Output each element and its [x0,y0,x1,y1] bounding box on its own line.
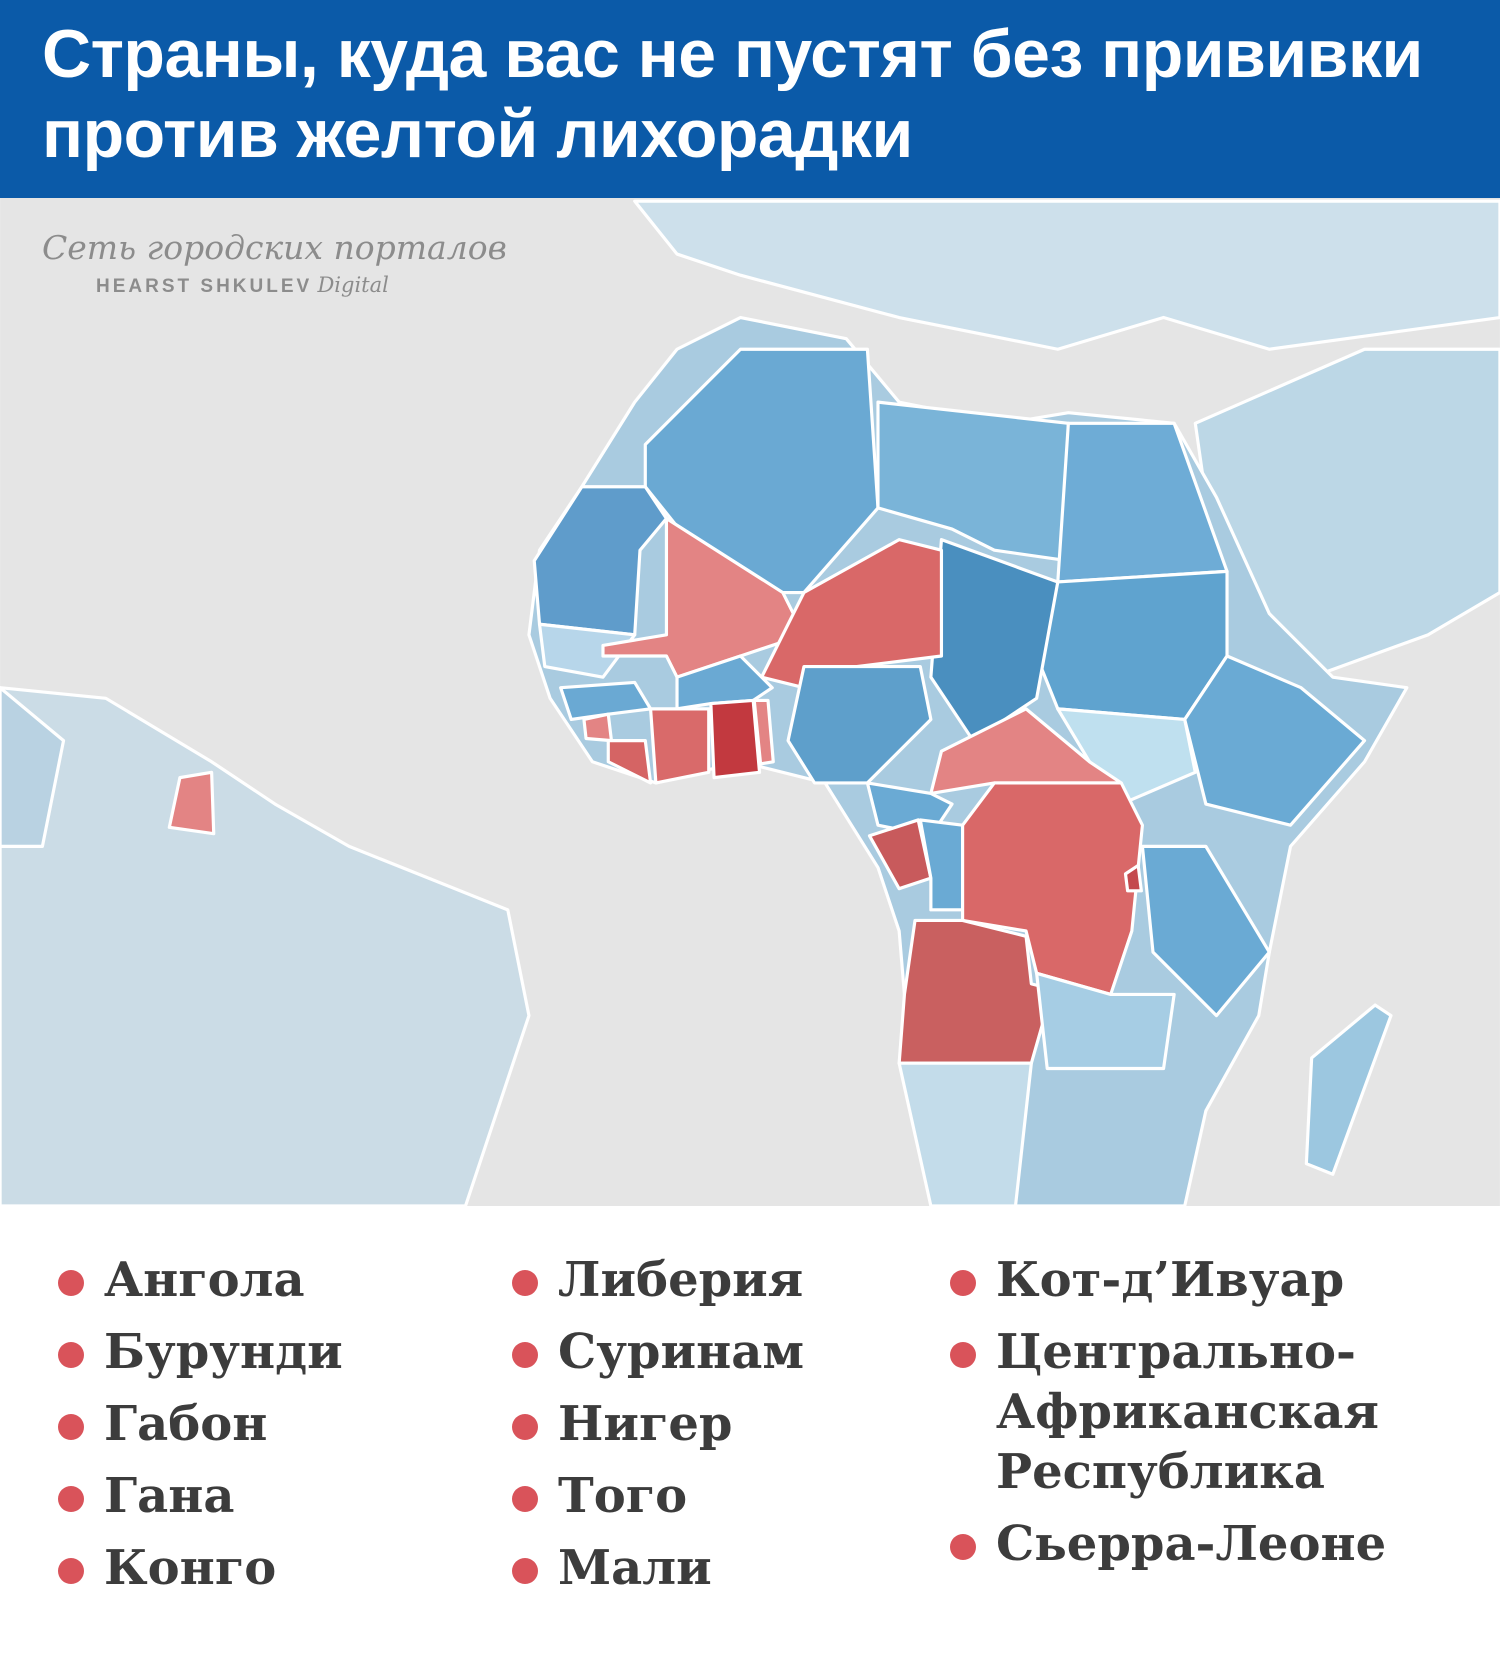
country-liberia [606,739,653,785]
country-suriname [167,770,216,836]
map [0,198,1500,1206]
bullet [58,1558,84,1584]
country-name: Либерия [558,1252,804,1308]
madagascar [1304,1003,1393,1176]
bullet [950,1534,976,1560]
bullet [512,1486,538,1512]
bullet [58,1486,84,1512]
south-america [0,686,531,1206]
list-item: Кот-д’Ивуар [950,1250,1496,1310]
country-name: Центрально-Африканская Республика [996,1324,1379,1500]
bullet [950,1270,976,1296]
country [559,680,653,722]
watermark-brand-line: HEARST SHKULEV Digital [96,273,507,298]
country-cote-divoire [648,707,711,785]
country-togo [752,698,775,766]
country-name: Нигер [558,1396,733,1452]
country-name: Гана [104,1468,235,1524]
list-item: Ангола [58,1250,504,1310]
watermark-brand: HEARST SHKULEV [96,276,313,297]
bullet [512,1270,538,1296]
country-list: Ангола Бурунди Габон Гана Конго Либерия Сурина… [0,1250,1500,1650]
country [1183,654,1367,827]
bullet [950,1342,976,1368]
country [1140,844,1271,1018]
country-name: Суринам [558,1324,805,1380]
list-item: Конго [58,1538,504,1598]
watermark-line: Сеть городских порталов [42,228,507,267]
list-column: Кот-д’Ивуар Центрально-Африканская Респуб… [950,1250,1496,1586]
bullet [58,1270,84,1296]
bullet [58,1342,84,1368]
list-item: Суринам [512,1322,958,1382]
country [0,686,66,848]
country [1056,707,1197,806]
list-item: Мали [512,1538,958,1598]
country [643,347,880,595]
bullet [512,1558,538,1584]
country [897,1061,1033,1206]
country-name: Кот-д’Ивуар [996,1252,1345,1308]
bullet [58,1414,84,1440]
list-item: Того [512,1466,958,1526]
country-name: Ангола [104,1252,305,1308]
list-item: Бурунди [58,1322,504,1382]
country-name: Того [558,1468,688,1524]
list-column: Ангола Бурунди Габон Гана Конго [58,1250,504,1610]
bullet [512,1414,538,1440]
list-item: Нигер [512,1394,958,1454]
country-name: Габон [104,1396,268,1452]
bullet [512,1342,538,1368]
country-name: Бурунди [104,1324,343,1380]
country-congo [918,818,965,912]
list-item: Габон [58,1394,504,1454]
country-name: Сьерра-Леоне [996,1516,1387,1572]
list-item: Центрально-Африканская Республика [950,1322,1496,1502]
watermark: Сеть городских порталов HEARST SHKULEV D… [42,228,507,298]
list-item: Сьерра-Леоне [950,1514,1496,1574]
list-column: Либерия Суринам Нигер Того Мали [512,1250,958,1610]
header: Страны, куда вас не пустят без прививки … [0,0,1500,198]
title: Страны, куда вас не пустят без прививки … [42,16,1423,172]
list-item: Либерия [512,1250,958,1310]
watermark-suffix: Digital [317,273,389,297]
country-sierra-leone [582,712,614,743]
country-name: Мали [558,1540,712,1596]
list-item: Гана [58,1466,504,1526]
country-name: Конго [104,1540,277,1596]
country-ghana [709,698,762,780]
country-burundi [1123,863,1143,893]
country [537,622,637,679]
country [1035,971,1176,1071]
